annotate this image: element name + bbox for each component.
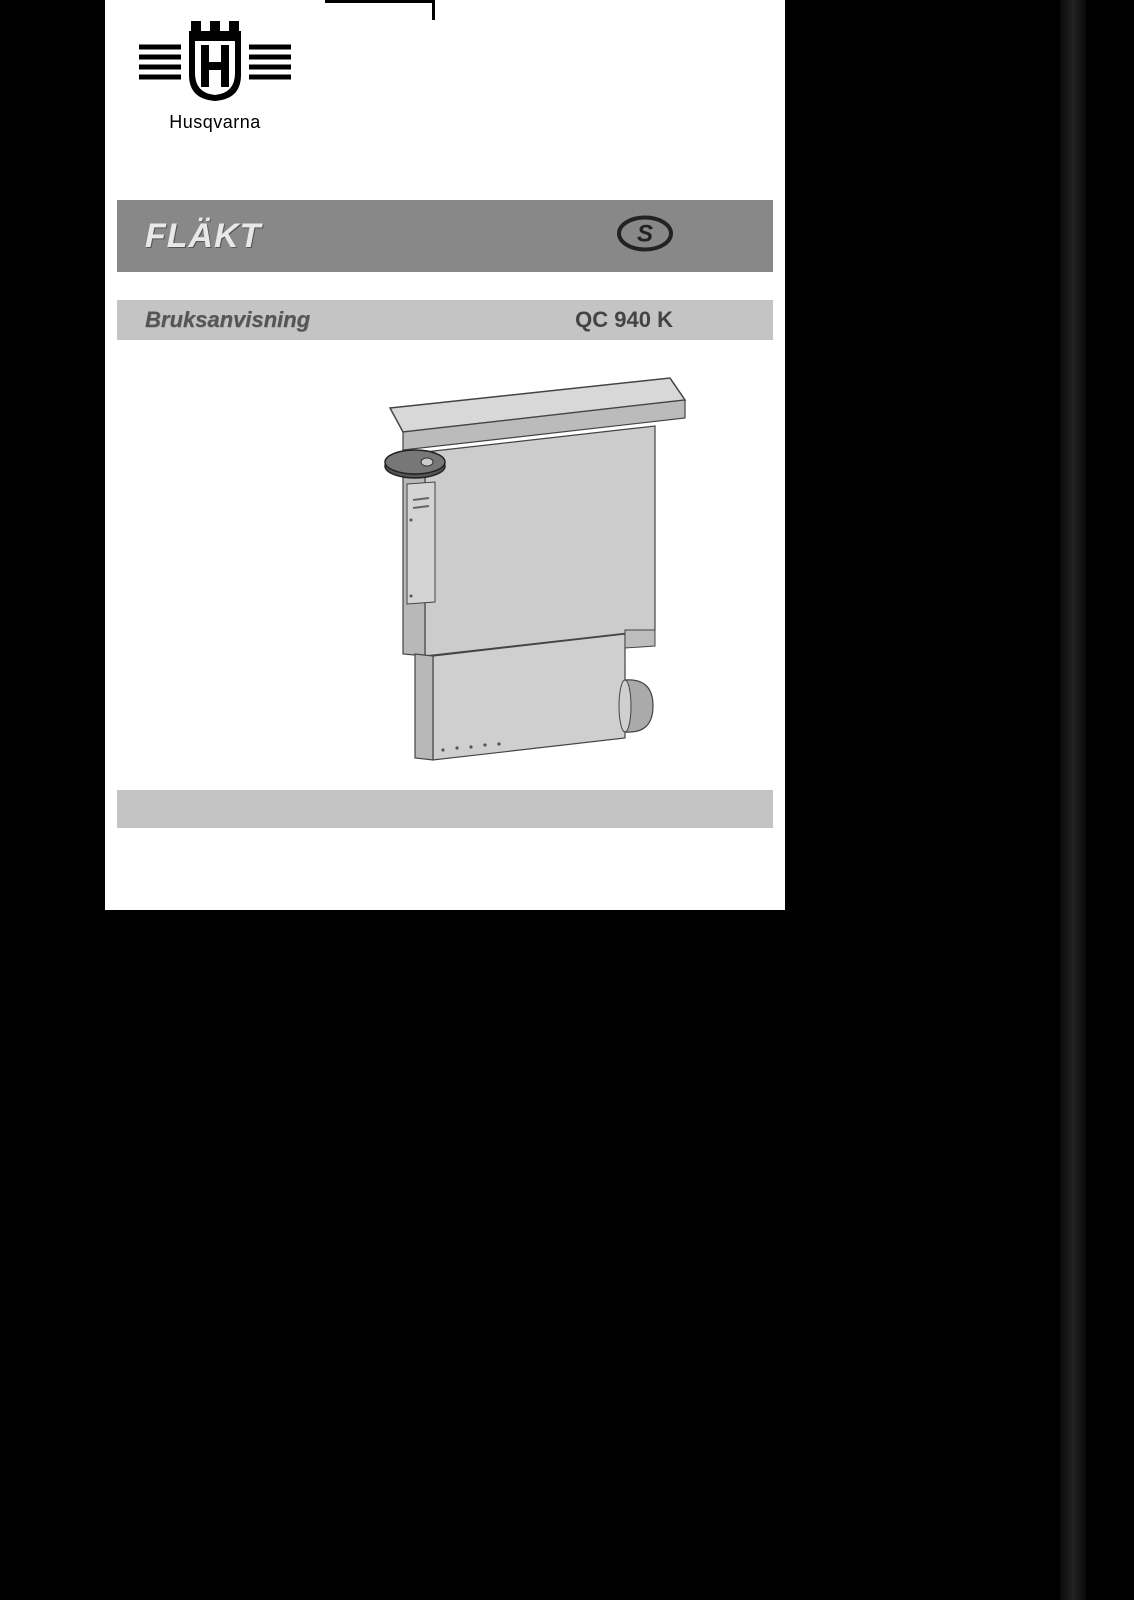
svg-text:S: S xyxy=(637,221,653,248)
product-illustration xyxy=(275,370,695,770)
footer-bar xyxy=(117,790,773,828)
husqvarna-logo-icon xyxy=(135,15,295,105)
extractor-fan-drawing xyxy=(275,370,695,770)
title-banner: FLÄKT S xyxy=(117,200,773,272)
brand-logo: Husqvarna xyxy=(135,15,295,133)
scan-artifact-top xyxy=(325,0,435,20)
product-category-title: FLÄKT xyxy=(145,217,261,256)
brand-name: Husqvarna xyxy=(135,112,295,133)
document-page: Husqvarna FLÄKT S Bruksanvisning QC 940 … xyxy=(105,0,785,910)
scan-gutter xyxy=(1060,0,1086,1600)
model-number: QC 940 K xyxy=(575,307,673,333)
language-badge: S xyxy=(617,215,673,258)
document-type-label: Bruksanvisning xyxy=(145,307,310,333)
subtitle-banner: Bruksanvisning QC 940 K xyxy=(117,300,773,340)
language-badge-icon: S xyxy=(617,215,673,253)
